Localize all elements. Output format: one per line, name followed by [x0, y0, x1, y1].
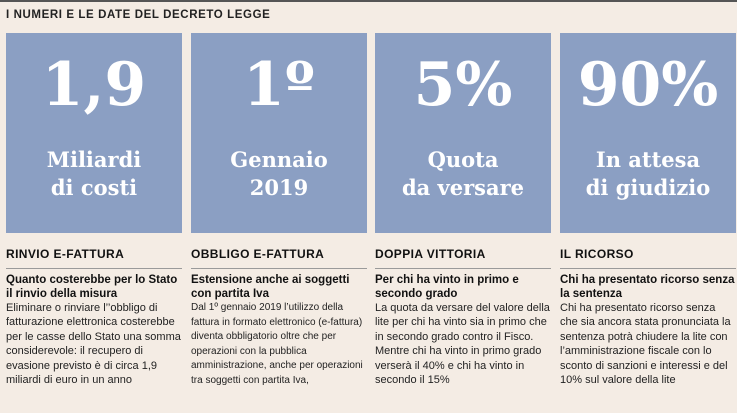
divider [6, 268, 182, 269]
divider [191, 268, 367, 269]
lead-text: Quanto costerebbe per lo Stato il rinvio… [6, 274, 178, 300]
divider [560, 268, 736, 269]
section-title: DOPPIA VITTORIA [375, 247, 486, 261]
section-title: OBBLIGO E-FATTURA [191, 247, 325, 261]
body-text: La quota da versare del valore della lit… [375, 302, 550, 387]
hero-panel: 1º Gennaio 2019 [191, 33, 367, 233]
hero-value: 5% [413, 50, 513, 120]
hero-caption: Quota da versare [401, 147, 525, 200]
hero-value: 1,9 [41, 50, 147, 120]
column-il-ricorso: 90% In attesa di giudizio IL RICORSO Chi… [560, 33, 736, 413]
body-text: Eliminare o rinviare l’’obbligo di fattu… [6, 302, 181, 387]
column-rinvio-efattura: 1,9 Miliardi di costi RINVIO E-FATTURA Q… [6, 33, 182, 413]
section-title: RINVIO E-FATTURA [6, 247, 125, 261]
hero-panel: 1,9 Miliardi di costi [6, 33, 182, 233]
hero-value: 1º [243, 50, 315, 120]
body-text: Dal 1º gennaio 2019 l’utilizzo della fat… [191, 302, 363, 386]
column-obbligo-efattura: 1º Gennaio 2019 OBBLIGO E-FATTURA Estens… [191, 33, 367, 413]
lead-text: Per chi ha vinto in primo e secondo grad… [375, 274, 519, 300]
hero-caption: Miliardi di costi [46, 147, 142, 200]
lead-text: Chi ha presentato ricorso senza la sente… [560, 274, 735, 300]
hero-panel: 90% In attesa di giudizio [560, 33, 736, 233]
hero-panel: 5% Quota da versare [375, 33, 551, 233]
divider [375, 268, 551, 269]
section-title: IL RICORSO [560, 247, 634, 261]
hero-caption: Gennaio 2019 [230, 147, 328, 200]
page-title: I NUMERI E LE DATE DEL DECRETO LEGGE [6, 9, 271, 21]
hero-caption: In attesa di giudizio [585, 147, 711, 200]
hero-value: 90% [577, 50, 719, 120]
header-rule [0, 0, 737, 2]
lead-text: Estensione anche ai soggetti con partita… [191, 274, 350, 300]
column-doppia-vittoria: 5% Quota da versare DOPPIA VITTORIA Per … [375, 33, 551, 413]
body-text: Chi ha presentato ricorso senza che sia … [560, 302, 731, 387]
columns: 1,9 Miliardi di costi RINVIO E-FATTURA Q… [0, 33, 737, 413]
